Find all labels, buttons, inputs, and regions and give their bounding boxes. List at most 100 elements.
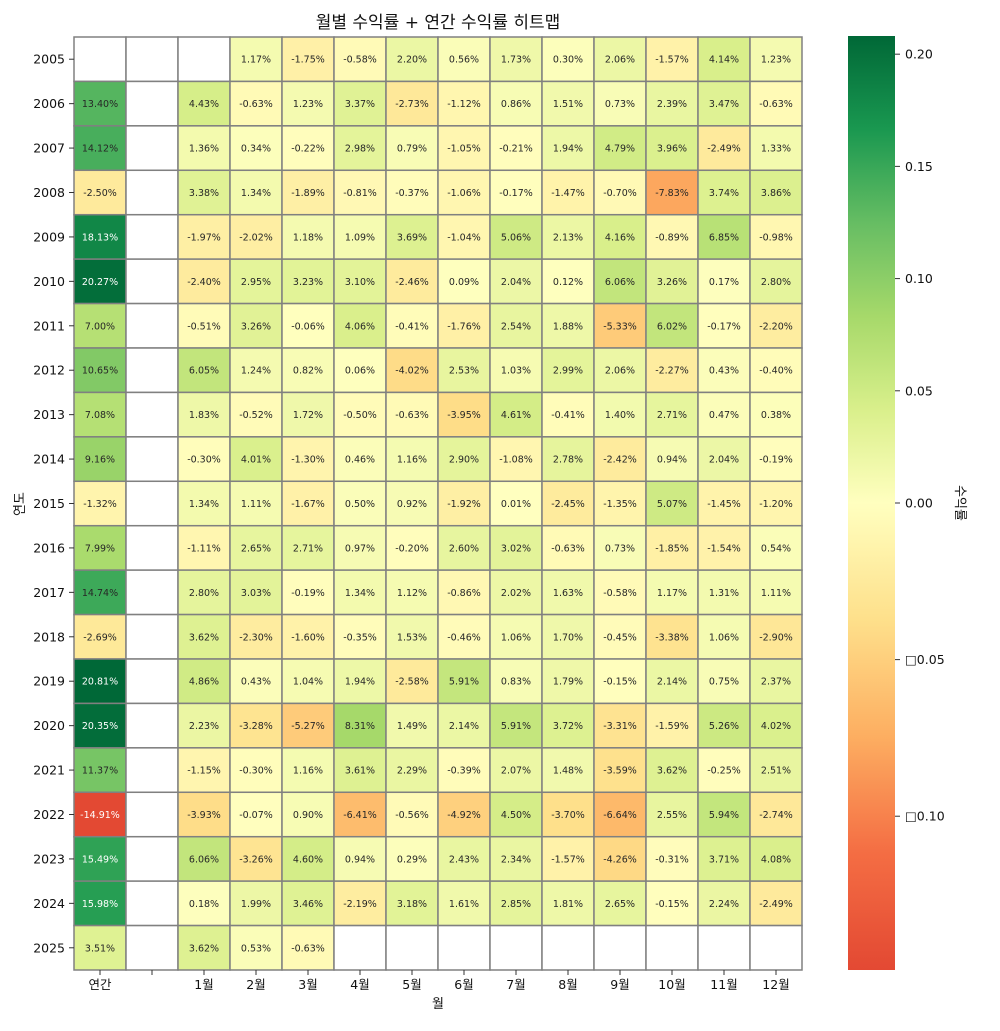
cell-value-label: -0.41% [551,410,585,421]
x-tick-label: 3월 [298,977,317,992]
cell-value-label: -0.06% [291,321,325,332]
cell-value-label: 2.80% [189,588,219,599]
cell-value-label: -0.63% [395,410,429,421]
heatmap-cell [73,36,127,83]
cell-value-label: -3.26% [239,854,273,865]
x-tick-label: 연간 [88,977,112,992]
y-tick-label: 2021 [33,763,65,778]
cell-value-label: -2.49% [759,899,793,910]
cell-value-label: 2.24% [709,899,739,910]
cell-value-label: 1.03% [501,366,531,377]
cell-value-label: -0.19% [759,455,793,466]
heatmap-cell [333,747,387,794]
heatmap-cell [593,80,647,127]
cell-value-label: -1.76% [447,321,481,332]
cell-value-label: 5.91% [501,721,531,732]
heatmap-cell [281,258,335,305]
heatmap-cell [385,791,439,838]
heatmap-cell [229,702,283,749]
cell-value-label: 1.04% [293,677,323,688]
x-tick-label: 10월 [658,977,685,992]
heatmap-cell [125,747,179,794]
cell-value-label: 3.62% [657,766,687,777]
cell-value-label: -1.12% [447,99,481,110]
heatmap-cell [749,169,803,216]
cell-value-label: -1.59% [655,721,689,732]
heatmap-cell [385,480,439,527]
cell-value-label: -0.07% [239,810,273,821]
cell-value-label: 3.69% [397,232,427,243]
cell-value-label: 0.46% [345,455,375,466]
cell-value-label: 1.06% [501,632,531,643]
heatmap-cells [73,36,803,971]
cell-value-label: -0.15% [655,899,689,910]
cell-value-label: 2.99% [553,366,583,377]
cell-value-label: 0.09% [449,277,479,288]
heatmap-cell [697,880,751,927]
cell-value-label: 2.98% [345,144,375,155]
heatmap-cell [177,702,231,749]
cell-value-label: -0.98% [759,232,793,243]
cell-value-label: 2.60% [449,543,479,554]
y-tick-label: 2023 [33,851,65,866]
y-tick-label: 2007 [33,141,65,156]
heatmap-cell [697,613,751,660]
cell-value-label: 2.55% [657,810,687,821]
cell-value-label: 2.85% [501,899,531,910]
cell-value-label: 4.08% [761,854,791,865]
heatmap-cell [385,302,439,349]
cell-value-label: -0.20% [395,543,429,554]
cell-value-label: -4.02% [395,366,429,377]
y-tick-label: 2013 [33,407,65,422]
cell-value-label: 1.73% [501,55,531,66]
heatmap-cell [749,36,803,83]
cell-value-label: 20.27% [82,277,118,288]
heatmap-cell [385,924,439,971]
cell-value-label: 1.72% [293,410,323,421]
heatmap-cell [749,480,803,527]
cell-value-label: -4.92% [447,810,481,821]
heatmap-cell [437,569,491,616]
cell-value-label: -2.50% [83,188,117,199]
cell-value-label: -1.47% [551,188,585,199]
cell-value-label: 1.81% [553,899,583,910]
cell-value-label: 0.43% [709,366,739,377]
heatmap-cell [125,302,179,349]
cell-value-label: 8.31% [345,721,375,732]
heatmap-cell [645,791,699,838]
y-tick-label: 2018 [33,629,65,644]
cell-value-label: -2.27% [655,366,689,377]
heatmap-cell [125,436,179,483]
heatmap-cell [385,524,439,571]
cell-value-label: 2.78% [553,455,583,466]
cell-value-label: 0.06% [345,366,375,377]
cell-value-label: -0.63% [291,943,325,954]
heatmap-cell [593,347,647,394]
heatmap-cell [73,613,127,660]
heatmap-cell [541,213,595,260]
cell-value-label: -3.28% [239,721,273,732]
cell-value-label: -2.20% [759,321,793,332]
heatmap-cell [541,80,595,127]
colorbar-tick-label: 0.00 [905,496,933,511]
heatmap-cell [385,347,439,394]
cell-value-label: -2.69% [83,632,117,643]
heatmap-cell [697,258,751,305]
heatmap-cell [333,80,387,127]
cell-value-label: 1.88% [553,321,583,332]
heatmap-cell [645,658,699,705]
heatmap-cell [593,791,647,838]
heatmap-cell [125,347,179,394]
cell-value-label: 4.50% [501,810,531,821]
heatmap-cell [177,524,231,571]
heatmap-cell [73,480,127,527]
cell-value-label: 1.16% [397,455,427,466]
x-tick-label: 7월 [506,977,525,992]
heatmap-cell [281,880,335,927]
heatmap-cell [125,524,179,571]
heatmap-cell [489,924,543,971]
cell-value-label: 14.74% [82,588,118,599]
cell-value-label: 0.92% [397,499,427,510]
y-tick-label: 2006 [33,96,65,111]
y-axis-ticks: 2005 2006 2007 2008 2009 2010 2011 2012 2013 2014… [33,52,74,955]
